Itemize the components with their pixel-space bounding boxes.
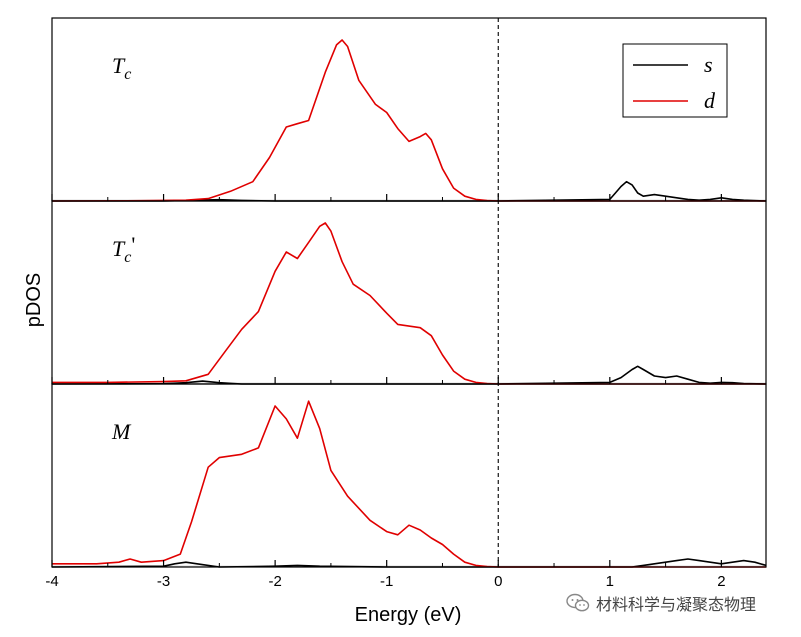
legend-label-d: d — [704, 88, 716, 113]
series-line-s-panel-1 — [52, 180, 767, 202]
panel-label-prime: ' — [131, 232, 135, 257]
legend-label-s: s — [704, 52, 713, 77]
legend: sd — [622, 43, 728, 118]
x-tick-label: 2 — [717, 573, 725, 590]
wechat-icon — [566, 593, 590, 612]
panel-label-main: T — [112, 53, 126, 78]
panel-2: Tc' — [51, 200, 767, 385]
series-line-d-panel-3 — [52, 400, 766, 568]
panel-label-main: M — [111, 419, 132, 444]
panel-label-3: M — [111, 419, 132, 444]
axis-layer: -4 -3 -2 -1 0 1 2 sd — [45, 18, 728, 590]
x-tick-label: -2 — [268, 573, 281, 590]
watermark: 材料科学与凝聚态物理 — [566, 591, 756, 615]
x-tick-label: 0 — [494, 573, 502, 590]
x-tick-label: -1 — [380, 573, 393, 590]
x-tick-label: -3 — [157, 573, 170, 590]
watermark-text: 材料科学与凝聚态物理 — [596, 595, 757, 614]
panel-frame — [51, 200, 767, 385]
series-line-d-panel-1 — [51, 39, 766, 202]
panel-label-2: Tc' — [112, 232, 135, 266]
panel-label-subscript: c — [124, 249, 131, 266]
panel-label-main: T — [112, 236, 126, 261]
series-line-d-panel-2 — [52, 222, 766, 385]
panel-3: M — [51, 383, 767, 568]
y-axis-title: pDOS — [23, 273, 45, 327]
panel-label-1: Tc — [112, 53, 131, 83]
x-axis-title: Energy (eV) — [355, 604, 462, 626]
x-tick-label: 1 — [606, 573, 614, 590]
legend-box — [622, 43, 728, 118]
series-line-s-panel-2 — [51, 365, 767, 385]
panel-frame — [51, 383, 767, 568]
panel-label-subscript: c — [124, 66, 131, 83]
x-tick-label: -4 — [45, 573, 58, 590]
